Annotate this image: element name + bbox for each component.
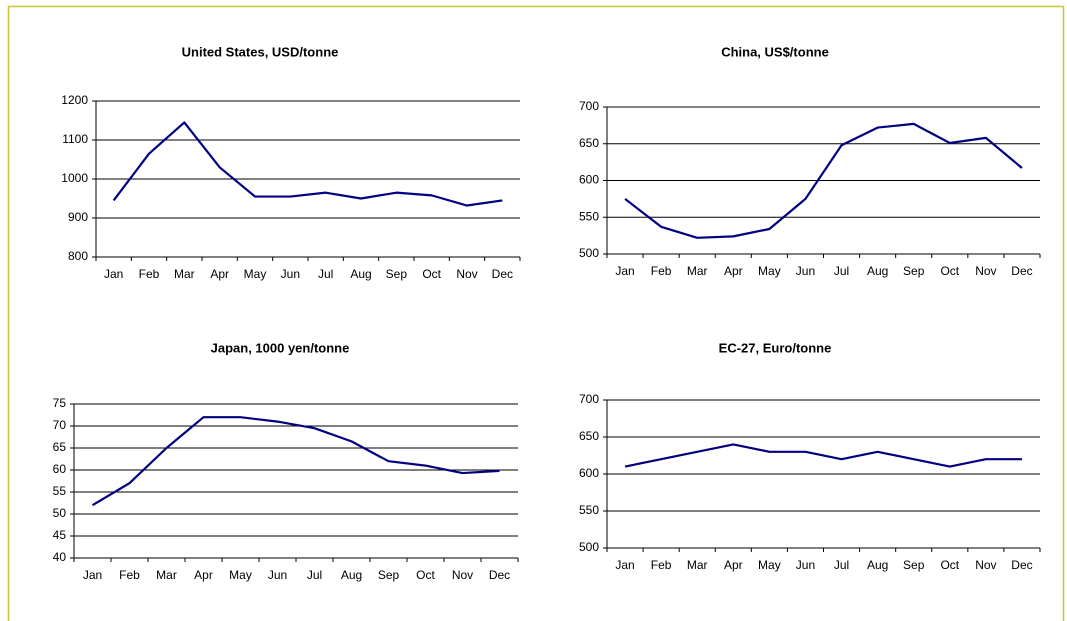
x-tick-label: Aug xyxy=(867,558,888,572)
x-tick-label: Feb xyxy=(139,267,160,281)
x-tick-label: Dec xyxy=(1011,558,1032,572)
x-tick-label: Feb xyxy=(651,264,672,278)
x-tick-label: Sep xyxy=(903,558,925,572)
y-tick-label: 50 xyxy=(53,506,67,520)
x-tick-label: Apr xyxy=(724,558,743,572)
x-tick-label: Apr xyxy=(724,264,743,278)
chart-title: United States, USD/tonne xyxy=(182,44,339,59)
y-tick-label: 550 xyxy=(579,503,599,517)
x-tick-label: Jan xyxy=(615,558,634,572)
x-tick-label: Jun xyxy=(281,267,300,281)
x-tick-label: Oct xyxy=(940,264,959,278)
y-tick-label: 70 xyxy=(53,418,67,432)
x-tick-label: Nov xyxy=(975,264,996,278)
x-tick-label: Oct xyxy=(940,558,959,572)
x-tick-label: May xyxy=(758,264,781,278)
y-tick-label: 1200 xyxy=(61,93,88,107)
y-tick-label: 1000 xyxy=(61,171,88,185)
chart-title: EC-27, Euro/tonne xyxy=(719,340,832,355)
x-tick-label: Nov xyxy=(975,558,996,572)
x-tick-label: Mar xyxy=(687,264,708,278)
y-tick-label: 60 xyxy=(53,462,67,476)
y-tick-label: 40 xyxy=(53,550,67,564)
x-tick-label: Jul xyxy=(307,568,322,582)
chart-title: China, US$/tonne xyxy=(721,44,829,59)
x-tick-label: Jan xyxy=(104,267,123,281)
x-tick-label: Jan xyxy=(83,568,102,582)
x-tick-label: Mar xyxy=(687,558,708,572)
x-tick-label: Dec xyxy=(489,568,510,582)
x-tick-label: Oct xyxy=(416,568,435,582)
frame-border xyxy=(7,5,1065,621)
x-tick-label: Aug xyxy=(341,568,362,582)
y-tick-label: 1100 xyxy=(62,132,88,146)
line-series xyxy=(624,443,1022,468)
x-tick-label: Sep xyxy=(378,568,400,582)
y-tick-label: 700 xyxy=(579,99,599,113)
x-tick-label: Nov xyxy=(456,267,477,281)
x-tick-label: Dec xyxy=(492,267,513,281)
x-tick-label: Jun xyxy=(796,558,815,572)
y-tick-label: 75 xyxy=(53,396,67,410)
y-tick-label: 500 xyxy=(579,540,599,554)
x-tick-label: Aug xyxy=(867,264,888,278)
y-tick-label: 45 xyxy=(53,528,67,542)
x-tick-label: Jul xyxy=(834,558,849,572)
x-tick-label: Jan xyxy=(615,264,634,278)
y-tick-label: 650 xyxy=(579,136,599,150)
x-tick-label: May xyxy=(758,558,781,572)
x-tick-label: Jun xyxy=(268,568,287,582)
y-tick-label: 650 xyxy=(579,429,599,443)
y-tick-label: 65 xyxy=(53,440,67,454)
x-tick-label: Nov xyxy=(452,568,473,582)
x-tick-label: Apr xyxy=(210,267,229,281)
line-series xyxy=(112,121,503,207)
chart-title: Japan, 1000 yen/tonne xyxy=(211,340,350,355)
x-tick-label: Jul xyxy=(318,267,333,281)
line-series xyxy=(624,122,1023,239)
y-tick-label: 900 xyxy=(68,210,88,224)
x-tick-label: Aug xyxy=(350,267,371,281)
y-tick-label: 600 xyxy=(579,466,599,480)
y-tick-label: 500 xyxy=(579,246,599,260)
x-tick-label: Sep xyxy=(903,264,925,278)
y-tick-label: 600 xyxy=(579,173,599,187)
x-tick-label: Mar xyxy=(156,568,177,582)
x-tick-label: May xyxy=(244,267,267,281)
x-tick-label: Sep xyxy=(386,267,408,281)
x-tick-label: Oct xyxy=(422,267,441,281)
x-tick-label: Jul xyxy=(834,264,849,278)
x-tick-label: Mar xyxy=(174,267,195,281)
x-tick-label: Apr xyxy=(194,568,213,582)
y-tick-label: 800 xyxy=(68,249,88,263)
x-tick-label: Dec xyxy=(1011,264,1032,278)
x-tick-label: Feb xyxy=(651,558,672,572)
x-tick-label: Jun xyxy=(796,264,815,278)
x-tick-label: Feb xyxy=(119,568,140,582)
line-series xyxy=(91,416,500,507)
y-tick-label: 550 xyxy=(579,209,599,223)
y-tick-label: 700 xyxy=(579,392,599,406)
y-tick-label: 55 xyxy=(53,484,67,498)
x-tick-label: May xyxy=(229,568,252,582)
